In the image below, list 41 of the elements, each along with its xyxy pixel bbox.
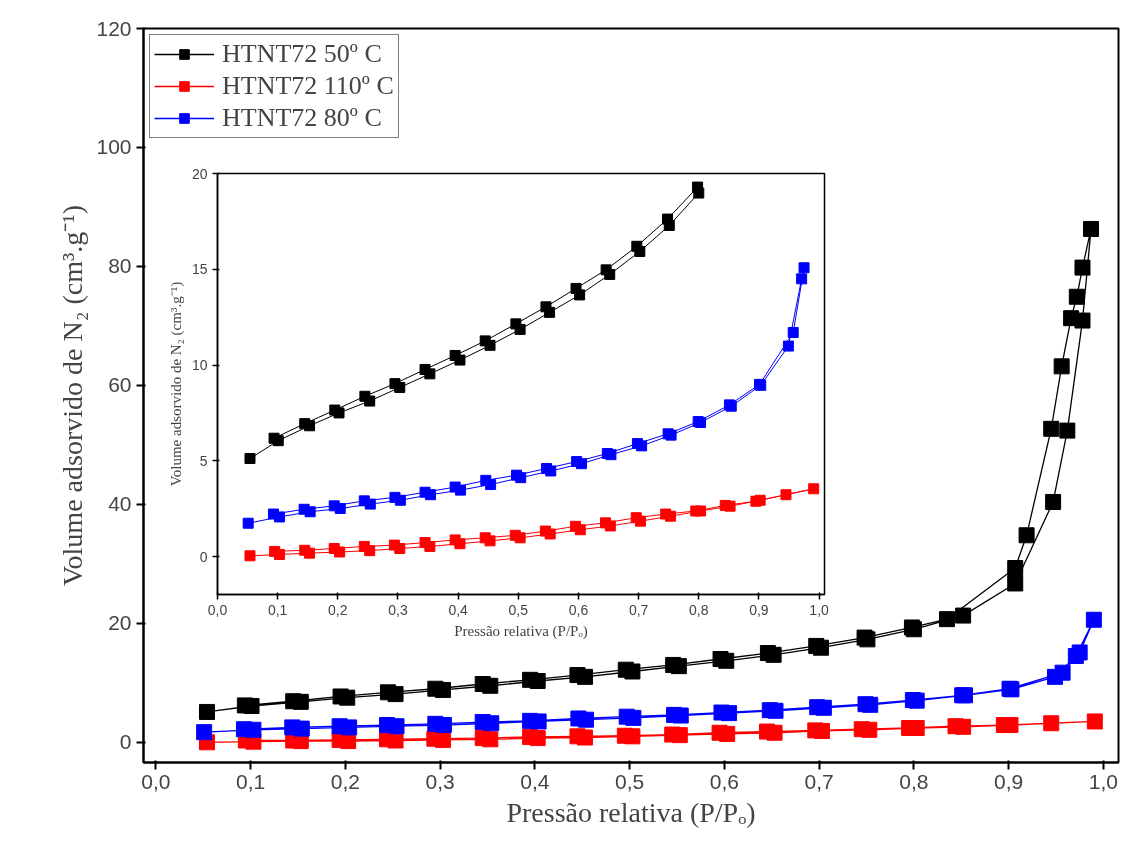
x-tick-label: 1,0 [1088,769,1118,793]
x-tick-label: 0,4 [520,769,550,793]
y-axis-title: Volume adsorvido de N₂ (cm³.g⁻¹) [57,204,89,587]
x-tick-label: 0,6 [709,769,739,793]
y-tick-label: 10 [191,357,208,374]
x-tick-label: 0,0 [141,769,171,793]
x-tick-label: 0,5 [508,601,529,618]
y-tick-label: 60 [108,373,132,397]
legend-label: HTNT72 80º C [222,103,382,133]
x-tick-label: 0,9 [993,769,1024,793]
x-tick-label: 0,8 [899,769,929,793]
x-tick-label: 0,2 [328,601,348,618]
x-axis-title: Pressão relativa (P/Pₒ) [506,796,756,828]
x-tick-label: 0,7 [804,769,834,793]
x-tick-label: 0,3 [425,769,455,793]
y-tick-label: 100 [96,135,132,159]
legend-label: HTNT72 110º C [222,71,394,101]
x-tick-label: 0,1 [267,601,288,618]
x-tick-label: 0,4 [448,601,469,618]
x-tick-label: 0,9 [749,601,769,618]
y-tick-label: 0 [119,730,132,754]
x-tick-label: 0,1 [235,769,266,793]
y-tick-label: 20 [108,611,132,635]
x-axis-title: Pressão relativa (P/Pₒ) [454,622,588,640]
x-tick-label: 0,8 [689,601,709,618]
y-tick-label: 5 [199,452,208,469]
y-tick-label: 80 [108,254,132,278]
legend-label: HTNT72 50º C [222,39,382,69]
x-tick-label: 0,3 [388,601,408,618]
y-tick-label: 120 [96,16,132,40]
x-tick-label: 1,0 [809,601,830,618]
x-tick-label: 0,2 [330,769,360,793]
x-tick-label: 0,0 [207,601,228,618]
y-tick-label: 20 [191,165,208,182]
y-tick-label: 0 [199,548,208,565]
y-tick-label: 15 [191,261,208,278]
x-tick-label: 0,7 [628,601,649,618]
x-tick-label: 0,6 [568,601,589,618]
y-axis-title: Volume adsorvido de N₂ (cm³.g⁻¹) [167,281,185,487]
y-tick-label: 40 [108,492,132,516]
x-tick-label: 0,5 [614,769,645,793]
